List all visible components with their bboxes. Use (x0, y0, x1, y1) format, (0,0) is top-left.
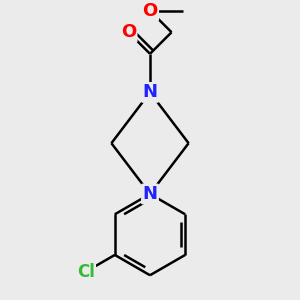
Text: O: O (142, 2, 158, 20)
Text: O: O (121, 23, 136, 41)
Text: N: N (142, 185, 158, 203)
Text: Cl: Cl (77, 263, 95, 281)
Text: N: N (142, 83, 158, 101)
